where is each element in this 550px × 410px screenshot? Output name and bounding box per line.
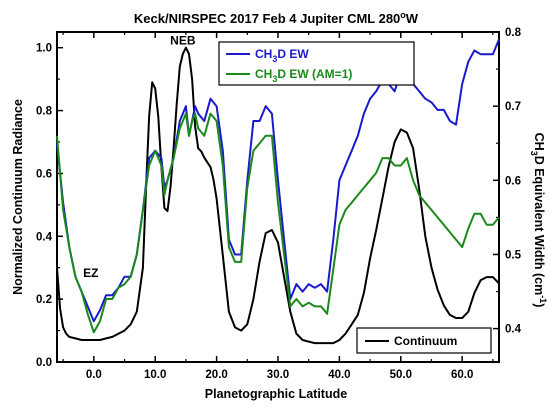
y-right-tick-label: 0.5 [505, 249, 522, 261]
x-axis-ticks: 0.0 10.0 20.0 30.0 40.0 50.0 60.0 [62, 32, 494, 381]
chart-title: Keck/NIRSPEC 2017 Feb 4 Jupiter CML 280o… [134, 10, 419, 26]
series-layer [56, 39, 500, 345]
x-tick-label: 10.0 [144, 369, 166, 381]
x-tick-label: 20.0 [205, 369, 227, 381]
y-right-tick-label: 0.4 [505, 324, 522, 336]
y-left-tick-label: 0.6 [36, 168, 52, 180]
y-right-tick-label: 0.7 [505, 101, 521, 113]
legend-top: CH3D EW CH3D EW (AM=1) [218, 41, 415, 86]
legend-label-ch3d-ew-am1: CH3D EW (AM=1) [255, 67, 352, 84]
x-tick-label: 30.0 [267, 369, 289, 381]
y-axis-right-label: CH3D Equivalent Width (cm-1) [529, 133, 548, 308]
annotation-neb: NEB [170, 34, 196, 48]
x-tick-label: 40.0 [328, 369, 350, 381]
y-axis-left-label: Normalized Continuum Radiance [11, 99, 25, 295]
y-left-tick-label: 0.0 [36, 357, 52, 369]
y-right-tick-label: 0.8 [505, 27, 522, 39]
legend-bottom: Continuum [356, 327, 492, 354]
y-left-tick-label: 0.2 [36, 294, 52, 306]
legend-label-ch3d-ew: CH3D EW [255, 47, 309, 64]
annotation-ez: EZ [83, 266, 98, 280]
x-tick-label: 50.0 [390, 369, 412, 381]
x-tick-label: 60.0 [451, 369, 473, 381]
series-line-continuum [56, 46, 500, 345]
x-tick-label: 0.0 [86, 369, 102, 381]
x-axis-label: Planetographic Latitude [205, 387, 347, 401]
y-axis-right-ticks: 0.4 0.5 0.6 0.7 0.8 [493, 27, 522, 336]
legend-label-continuum: Continuum [394, 334, 457, 348]
y-left-tick-label: 0.4 [36, 231, 53, 243]
legend-top-box [218, 41, 415, 86]
y-left-tick-label: 1.0 [36, 43, 52, 55]
series-line-ch3d-ew-am-1 [56, 112, 500, 334]
y-axis-left-ticks: 0.0 0.2 0.4 0.6 0.8 1.0 [36, 43, 63, 369]
y-left-tick-label: 0.8 [36, 106, 53, 118]
y-right-tick-label: 0.6 [505, 175, 521, 187]
annotations: NEB EZ [83, 34, 196, 281]
